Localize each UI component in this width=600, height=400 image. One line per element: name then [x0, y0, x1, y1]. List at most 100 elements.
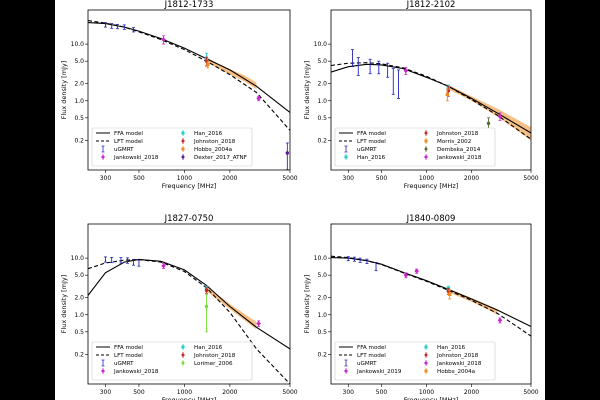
y-tick-label: 1.0 — [74, 312, 84, 319]
legend-label: Han_2016 — [194, 345, 223, 351]
data-point — [445, 88, 450, 102]
x-tick-label: 5000 — [523, 175, 538, 182]
data-point — [119, 257, 123, 264]
legend-label: Jankowski_2018 — [436, 361, 482, 367]
legend-item: uGMRT — [101, 359, 134, 367]
y-axis-label: Flux density [mJy] — [60, 61, 68, 120]
legend-item: Han_2016 — [424, 344, 466, 351]
point-marker — [204, 304, 209, 309]
legend-item: Johnston_2018 — [181, 138, 236, 145]
data-point — [377, 60, 381, 75]
chart-title: J1812-1733 — [164, 0, 214, 10]
x-tick-label: 500 — [133, 389, 145, 396]
data-point — [256, 320, 261, 327]
legend-marker — [181, 361, 185, 365]
legend-item: Han_2016 — [181, 344, 223, 351]
legend-label: LFT model — [114, 139, 143, 145]
x-axis-label: Frequency [MHz] — [162, 396, 217, 400]
chart-panel-1: J1812-1733 300 500 1000 2000 5000 0.2 0.5 1.0 2.0… — [60, 0, 298, 190]
y-tick-label: 2.0 — [74, 295, 84, 302]
x-tick-label: 1000 — [419, 175, 434, 182]
x-tick-label: 300 — [343, 175, 355, 182]
data-point — [115, 23, 119, 30]
legend-label: Johnston_2018 — [193, 353, 236, 359]
legend-label: Dexter_2017_ATNF — [194, 155, 247, 161]
point-marker — [414, 268, 419, 274]
y-tick-label: 5.0 — [74, 58, 84, 65]
legend: FFA model LFT model uGMRT Jankowski_2019 Han… — [334, 341, 496, 381]
axes-frame — [87, 9, 291, 171]
chart-panel-3: J1827-0750 300 500 1000 2000 5000 0.2 0.5 1.0 2.0… — [60, 214, 298, 400]
chart-title: J1812-2102 — [406, 0, 456, 10]
legend-label: uGMRT — [357, 361, 377, 367]
legend-marker — [181, 353, 185, 357]
legend-item: Jankowski_2018 — [101, 368, 159, 375]
y-tick-label: 0.5 — [74, 115, 84, 122]
point-marker — [403, 272, 409, 278]
legend-item: Jankowski_2019 — [344, 368, 402, 375]
y-tick-label: 0.5 — [317, 329, 327, 336]
point-marker — [445, 92, 450, 97]
x-tick-label: 500 — [376, 389, 388, 396]
legend-item: Jankowski_2018 — [101, 154, 159, 161]
point-marker — [161, 263, 166, 269]
x-tick-label: 300 — [343, 389, 355, 396]
axes-frame — [330, 9, 532, 171]
data-point — [204, 287, 209, 294]
legend-label: Dembska_2014 — [437, 147, 481, 153]
point-marker — [206, 62, 210, 67]
data-point — [204, 293, 209, 333]
figure-canvas: J1812-1733 300 500 1000 2000 5000 0.2 0.5 1.0 2.0… — [60, 0, 539, 400]
data-point — [352, 256, 356, 262]
data-point — [391, 68, 395, 95]
data-point — [256, 95, 261, 102]
legend-label: Han_2016 — [194, 131, 223, 137]
legend-box — [91, 341, 253, 381]
legend-item: Han_2016 — [181, 130, 223, 137]
y-tick-label: 0.2 — [317, 137, 327, 144]
point-marker — [256, 321, 261, 326]
data-point — [103, 22, 107, 28]
legend-item: Han_2016 — [344, 154, 386, 161]
plot-area — [331, 49, 531, 141]
data-point — [396, 69, 400, 99]
legend-item: LFT model — [339, 139, 386, 145]
y-tick-label: 0.5 — [74, 329, 84, 336]
x-tick-label: 500 — [376, 175, 388, 182]
point-marker — [403, 68, 409, 73]
y-tick-label: 5.0 — [317, 272, 327, 279]
x-tick-label: 5000 — [282, 175, 297, 182]
y-tick-label: 0.2 — [317, 351, 327, 358]
point-marker — [285, 151, 290, 155]
point-marker — [497, 317, 503, 323]
legend-label: Han_2016 — [357, 155, 386, 161]
legend-item: Dexter_2017_ATNF — [181, 154, 247, 161]
legend: FFA model LFT model uGMRT Han_2016 Johnston_… — [334, 127, 496, 167]
data-point — [403, 272, 409, 279]
data-point — [131, 258, 135, 266]
legend-marker — [181, 155, 185, 159]
point-marker — [497, 114, 503, 119]
legend-item: Johnston_2018 — [424, 352, 479, 359]
legend-item: Hobbs_2004a — [424, 368, 475, 375]
legend-item: uGMRT — [344, 359, 377, 367]
legend-label: FFA model — [357, 345, 386, 351]
y-tick-label: 1.0 — [317, 312, 327, 319]
axes-frame — [87, 223, 291, 385]
data-point — [137, 259, 141, 267]
legend-item: LFT model — [339, 353, 386, 359]
y-tick-label: 0.5 — [317, 115, 327, 122]
data-point — [447, 289, 452, 300]
legend-marker — [424, 361, 428, 365]
legend-marker — [424, 155, 428, 159]
legend-label: LFT model — [357, 353, 386, 359]
x-tick-label: 300 — [100, 175, 112, 182]
legend-item: Jankowski_2018 — [424, 154, 482, 161]
data-point — [350, 49, 354, 68]
legend-label: Jankowski_2018 — [113, 369, 159, 375]
chart-panel-2: J1812-2102 300 500 1000 2000 5000 0.2 0.5 1.0 2.0… — [303, 0, 539, 190]
x-tick-label: 1000 — [419, 389, 434, 396]
legend-item: Lorimer_2006 — [181, 360, 233, 367]
legend-label: uGMRT — [114, 361, 134, 367]
legend-label: Johnston_2018 — [436, 131, 479, 137]
